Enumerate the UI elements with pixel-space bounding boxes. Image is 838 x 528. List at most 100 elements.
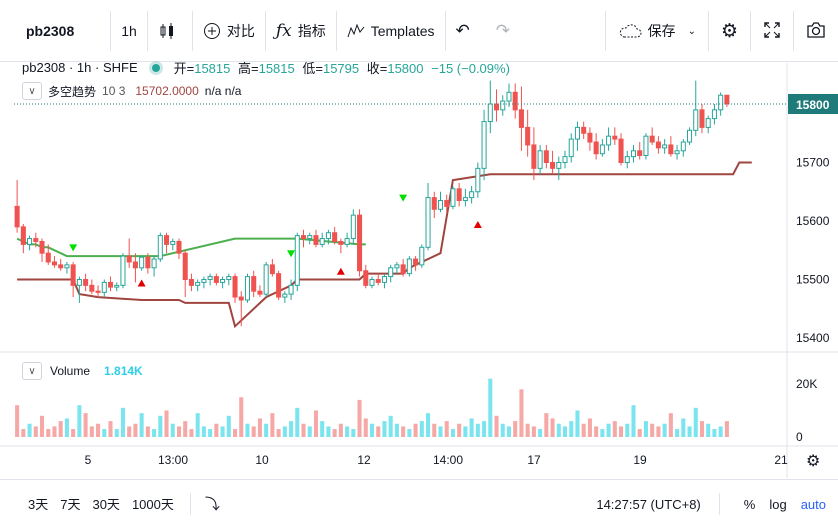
function-icon: ƒx — [275, 20, 292, 41]
chevron-down-icon: ⌄ — [687, 25, 696, 37]
candle-body — [581, 126, 587, 134]
volume-bar — [313, 410, 318, 437]
candle-body — [20, 226, 26, 245]
interval-button[interactable]: 1h — [111, 10, 148, 51]
volume-bar — [556, 423, 561, 437]
volume-bar — [581, 423, 586, 437]
volume-bar — [668, 413, 673, 437]
range-30d[interactable]: 30天 — [92, 497, 120, 512]
candle-body — [188, 279, 194, 286]
snapshot-button[interactable] — [793, 11, 838, 51]
volume-bar — [96, 423, 101, 437]
candle-body — [83, 279, 89, 286]
chart-type-button[interactable] — [148, 10, 193, 51]
redo-button[interactable]: ↷ — [486, 11, 526, 51]
price-tick-label: 15700 — [796, 156, 830, 170]
templates-button[interactable]: Templates — [337, 10, 446, 51]
indicator-extra: n/a n/a — [204, 84, 242, 98]
chart-canvas[interactable]: 15400 15500 15600 15700 20K 0 5 13:00 10 12 14:00 1… — [0, 0, 838, 478]
time-tick-label: 14:00 — [433, 453, 463, 467]
candle-body — [369, 279, 375, 286]
range-7d[interactable]: 7天 — [60, 497, 81, 512]
candle-body — [201, 279, 207, 283]
goto-date-icon[interactable]: ⤵ — [204, 496, 220, 513]
candle-body — [363, 270, 369, 286]
volume-bar — [195, 413, 200, 437]
main-legend: pb2308 · 1h · SHFE 开=15815 高=15815 低=157… — [22, 58, 514, 77]
candle-body — [413, 258, 419, 266]
save-button[interactable]: 保存 ⌄ — [604, 11, 708, 51]
candle-body — [238, 296, 244, 301]
candle-body — [674, 150, 680, 155]
volume-bar — [687, 426, 692, 437]
volume-bar — [201, 426, 206, 437]
candle-body — [668, 144, 674, 155]
volume-bar — [295, 407, 300, 437]
volume-bar — [127, 426, 132, 437]
volume-bar — [562, 426, 568, 437]
volume-bar — [382, 421, 387, 437]
settings-button[interactable]: ⚙ — [707, 11, 750, 51]
candle-body — [475, 167, 481, 193]
volume-bar — [71, 429, 76, 437]
legend-title: pb2308 · 1h · SHFE — [22, 60, 138, 75]
candle-body — [724, 94, 730, 105]
time-tick-label: 17 — [527, 453, 541, 467]
market-status-dot — [151, 63, 160, 72]
volume-bar — [270, 413, 275, 437]
volume-bar — [724, 421, 729, 437]
candle-body — [630, 150, 637, 158]
candle-body — [319, 238, 325, 245]
compare-button[interactable]: 对比 — [193, 10, 266, 51]
candle-body — [562, 156, 568, 163]
volume-bar — [233, 429, 238, 437]
volume-tick-label: 0 — [796, 430, 803, 444]
volume-bar — [712, 429, 717, 437]
volume-bar — [482, 421, 487, 437]
candle-body — [344, 238, 350, 245]
volume-bar — [183, 421, 188, 437]
volume-bar — [693, 407, 698, 437]
volume-bar — [357, 399, 362, 437]
indicators-button[interactable]: ƒx 指标 — [266, 10, 337, 51]
volume-bar — [351, 429, 356, 437]
volume-bar — [21, 429, 26, 437]
candle-body — [655, 141, 661, 149]
candle-body — [431, 197, 437, 210]
high-label: 高= — [238, 61, 259, 76]
candle-body — [338, 240, 344, 245]
log-toggle[interactable]: log — [769, 496, 787, 512]
volume-bar — [506, 426, 511, 437]
candle-body — [556, 162, 562, 169]
undo-icon: ↶ — [455, 20, 470, 40]
range-1000d[interactable]: 1000天 — [131, 497, 174, 512]
time-tick-label: 12 — [357, 453, 371, 467]
symbol-search[interactable]: pb2308 — [0, 10, 112, 51]
volume-bar — [145, 426, 150, 437]
volume-bar — [338, 423, 343, 437]
volume-bar — [432, 423, 437, 437]
volume-bar — [426, 413, 431, 437]
candle-body — [276, 273, 282, 298]
buy-signal-marker — [336, 267, 345, 275]
volume-bar — [513, 421, 518, 437]
volume-bar — [619, 426, 624, 437]
candles-icon — [158, 22, 176, 40]
candle-body — [195, 281, 201, 286]
volume-bar — [606, 423, 611, 437]
time-tick-label: 5 — [85, 453, 92, 467]
candle-body — [444, 200, 450, 207]
candle-body — [120, 255, 126, 286]
range-3d[interactable]: 3天 — [28, 497, 49, 512]
percent-toggle[interactable]: % — [743, 496, 756, 512]
undo-button[interactable]: ↶ — [446, 11, 486, 51]
candle-body — [711, 109, 717, 120]
auto-toggle[interactable]: auto — [800, 496, 826, 512]
change-value: −15 (−0.09%) — [431, 61, 510, 76]
fullscreen-button[interactable] — [750, 11, 793, 51]
volume-collapse-button[interactable]: ∨ — [22, 362, 42, 380]
candle-body — [394, 264, 400, 269]
indicator-collapse-button[interactable]: ∨ — [22, 82, 42, 100]
volume-bar — [643, 421, 648, 437]
candle-body — [375, 279, 381, 283]
